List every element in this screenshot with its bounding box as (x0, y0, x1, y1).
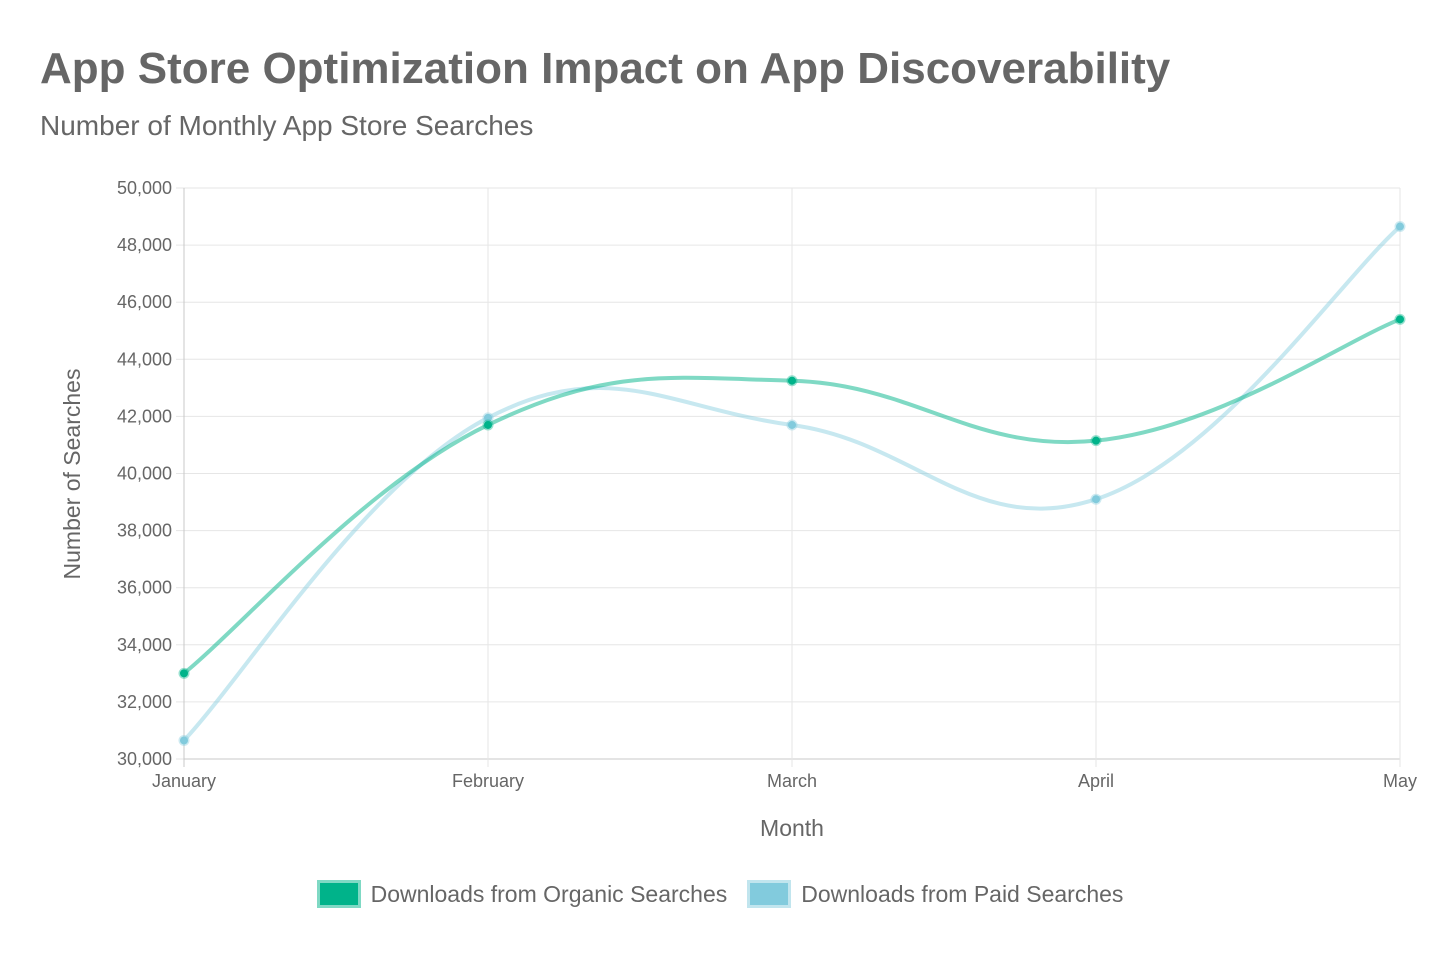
data-point-organic[interactable] (786, 375, 798, 387)
y-tick-label: 32,000 (117, 692, 172, 712)
chart-subtitle: Number of Monthly App Store Searches (40, 110, 534, 141)
y-tick-label: 42,000 (117, 406, 172, 426)
legend-swatch-organic (316, 880, 361, 908)
x-tick-label: January (152, 771, 216, 791)
data-point-organic[interactable] (482, 419, 494, 431)
y-tick-label: 38,000 (117, 521, 172, 541)
y-tick-label: 48,000 (117, 235, 172, 255)
x-axis-title: Month (760, 815, 824, 841)
y-tick-label: 50,000 (117, 178, 172, 198)
y-tick-label: 44,000 (117, 349, 172, 369)
data-point-paid[interactable] (1394, 221, 1406, 233)
x-tick-label: May (1383, 771, 1417, 791)
y-axis-title: Number of Searches (59, 369, 85, 580)
y-tick-label: 46,000 (117, 292, 172, 312)
x-tick-label: March (767, 771, 817, 791)
y-tick-label: 34,000 (117, 635, 172, 655)
data-point-paid[interactable] (178, 734, 190, 746)
data-point-paid[interactable] (786, 419, 798, 431)
data-point-paid[interactable] (1090, 493, 1102, 505)
y-tick-label: 30,000 (117, 749, 172, 769)
legend: Downloads from Organic Searches Download… (0, 880, 1440, 908)
x-axis-ticks: January February March April May (152, 771, 1417, 791)
y-tick-label: 40,000 (117, 464, 172, 484)
data-point-organic[interactable] (1394, 313, 1406, 325)
legend-label-organic: Downloads from Organic Searches (370, 880, 728, 907)
data-point-organic[interactable] (178, 667, 190, 679)
legend-label-paid: Downloads from Paid Searches (801, 880, 1124, 907)
grid-lines (176, 187, 1401, 767)
y-axis-ticks: 30,000 32,000 34,000 36,000 38,000 40,000 42,0… (117, 178, 172, 769)
y-tick-label: 36,000 (117, 578, 172, 598)
series-points (178, 221, 1406, 746)
legend-swatch-paid (747, 880, 792, 908)
x-tick-label: April (1078, 771, 1114, 791)
legend-item-organic[interactable]: Downloads from Organic Searches (316, 880, 728, 908)
legend-item-paid[interactable]: Downloads from Paid Searches (747, 880, 1123, 908)
x-tick-label: February (452, 771, 524, 791)
chart-title: App Store Optimization Impact on App Dis… (40, 44, 1171, 93)
data-point-organic[interactable] (1090, 435, 1102, 447)
